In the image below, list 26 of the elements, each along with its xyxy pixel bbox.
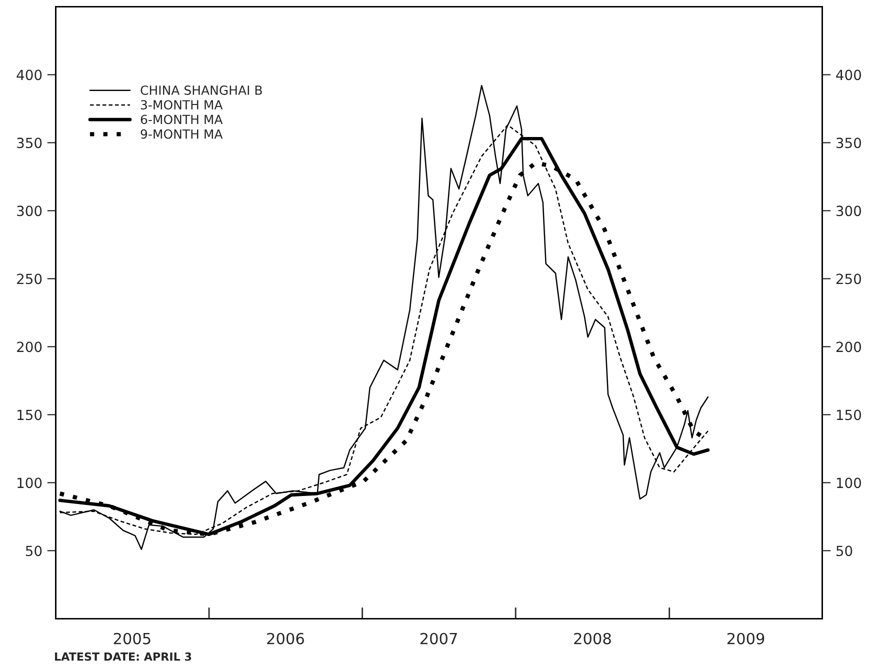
legend-label: CHINA SHANGHAI B [140,85,262,95]
y-tick-label: 300 [17,206,42,216]
x-tick-label: 2009 [727,632,764,644]
legend-label: 3-MONTH MA [140,100,223,110]
x-tick-label: 2006 [267,632,304,644]
y-tick-label: 350 [17,138,42,148]
y2-tick-label: 200 [836,342,862,352]
y2-tick-label: 250 [836,274,862,284]
y2-tick-label: 100 [836,478,862,488]
text: LATEST DATE: APRIL 3 [55,652,192,661]
x-tick-label: 2008 [574,632,611,644]
legend-label: 9-MONTH MA [140,129,223,139]
y-tick-label: 250 [17,274,42,284]
y-tick-label: 100 [18,478,42,488]
x-tick-label: 2005 [114,632,150,644]
y2-tick-label: 400 [836,70,862,80]
y2-tick-label: 300 [836,206,862,216]
y-tick-label: 200 [17,342,42,352]
y2-tick-label: 150 [836,410,862,420]
y2-tick-label: 350 [836,138,862,148]
y-tick-label: 400 [16,70,42,80]
y-tick-label: 50 [26,546,42,556]
y-tick-label: 150 [18,410,42,420]
legend-label: 6-MONTH MA [140,114,223,124]
x-tick-label: 2007 [420,632,457,644]
y2-tick-label: 50 [836,546,852,556]
